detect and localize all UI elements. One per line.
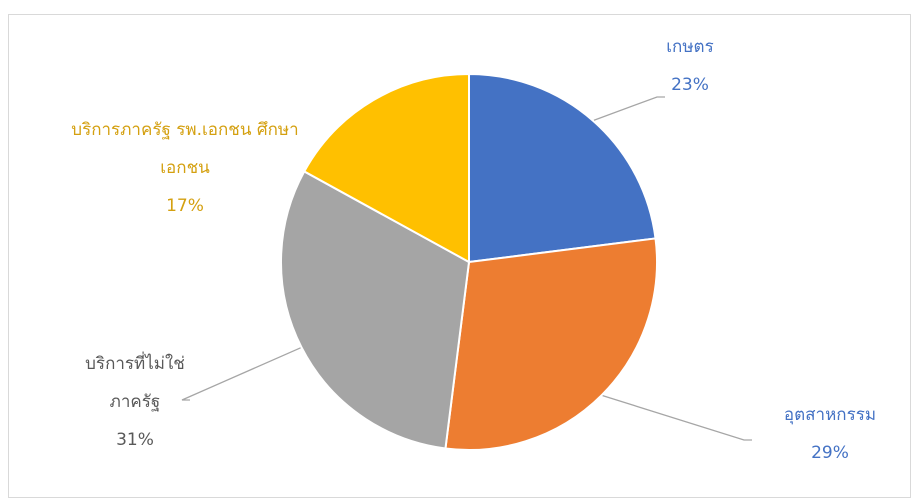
leader-line-industry [602, 395, 752, 441]
slice-non-gov-services [280, 170, 471, 450]
slice-label-industry-name: อุตสาหกรรม [783, 405, 877, 425]
slice-label-agriculture-name: เกษตร [666, 37, 714, 57]
slice-label-industry-percent: 29% [811, 443, 849, 463]
slice-label-non-gov-services-percent: 31% [116, 430, 154, 450]
slice-label-gov-services-line1: บริการภาครัฐ รพ.เอกชน ศึกษา [71, 120, 299, 140]
slice-label-non-gov-services-line2: ภาครัฐ [109, 392, 161, 412]
slice-label-agriculture: เกษตร 23% [635, 28, 745, 104]
slice-industry [444, 237, 658, 451]
slice-label-non-gov-services-line1: บริการที่ไม่ใช่ [85, 354, 185, 374]
leader-line-non-gov-services [181, 347, 301, 401]
slice-label-agriculture-percent: 23% [671, 75, 709, 95]
slice-agriculture [468, 72, 657, 264]
slice-gov-services [302, 72, 470, 264]
leader-line-agriculture [593, 96, 665, 121]
slice-label-gov-services: บริการภาครัฐ รพ.เอกชน ศึกษา เอกชน 17% [25, 111, 345, 225]
slice-label-non-gov-services: บริการที่ไม่ใช่ ภาครัฐ 31% [60, 345, 210, 459]
slice-label-gov-services-percent: 17% [166, 196, 204, 216]
slice-label-gov-services-line2: เอกชน [160, 158, 210, 178]
slice-label-industry: อุตสาหกรรม 29% [765, 396, 895, 472]
